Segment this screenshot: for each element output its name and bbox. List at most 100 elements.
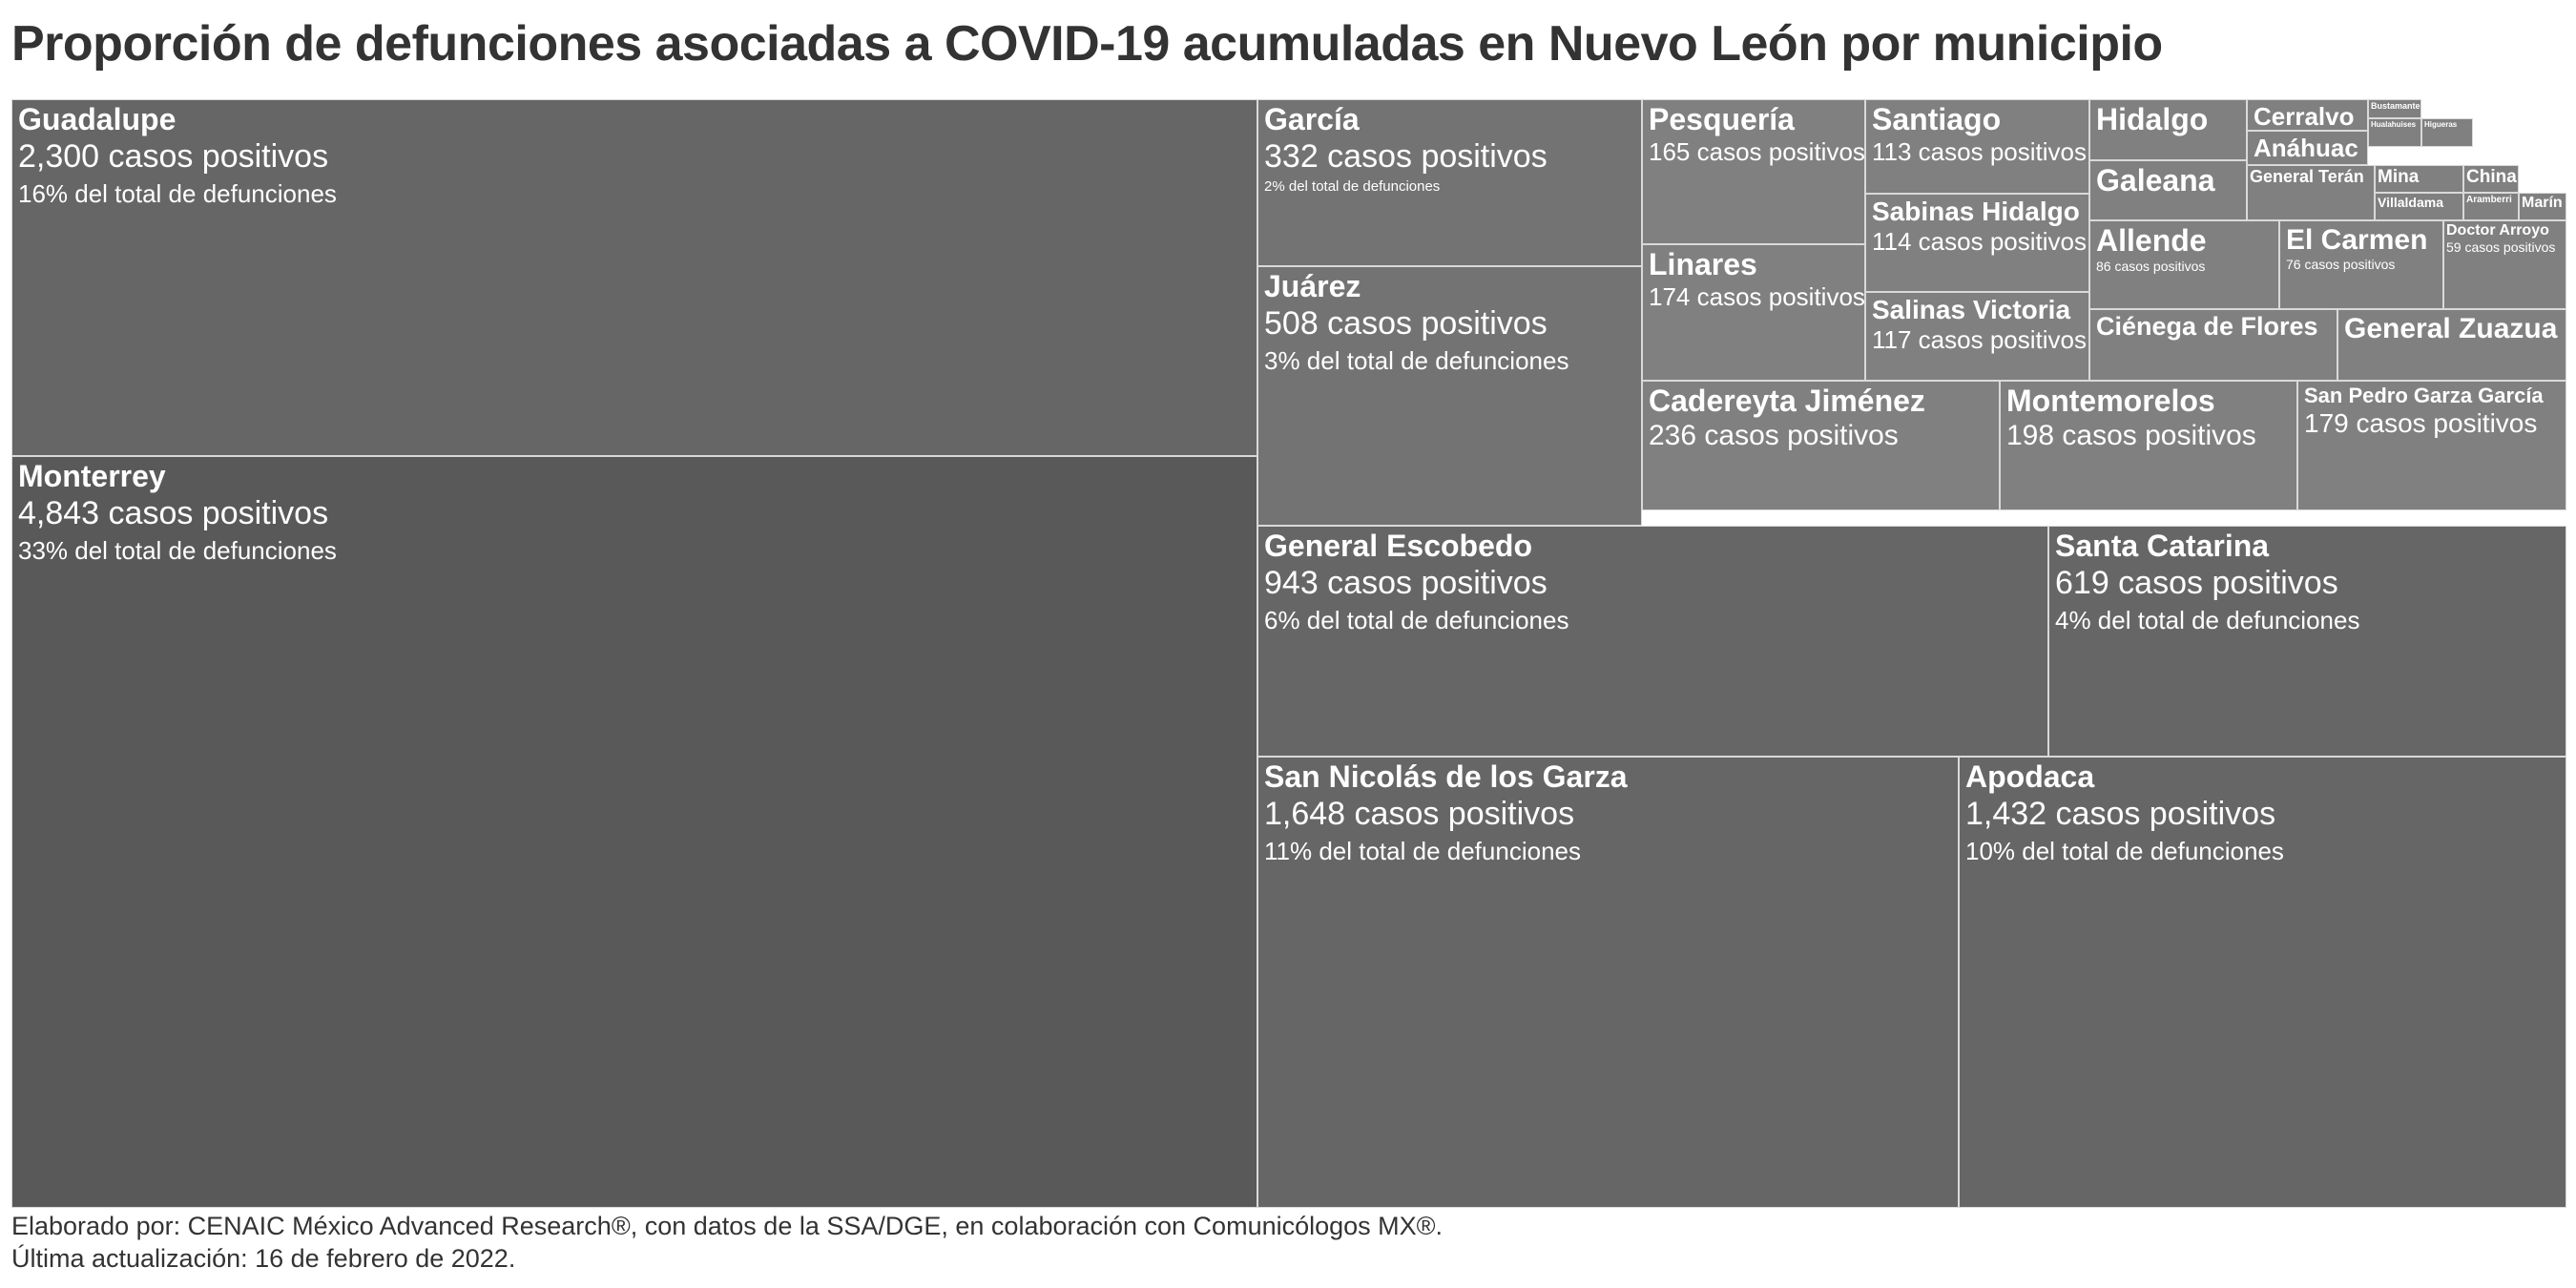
tile-cases: 1,648 casos positivos [1264, 796, 1575, 832]
tile-label: Salinas Victoria [1872, 295, 2071, 324]
tile-cases: 619 casos positivos [2055, 565, 2338, 601]
treemap-tile-general-escobedo: General Escobedo 943 casos positivos 6% de… [1257, 526, 2048, 757]
tile-label: Higueras [2424, 120, 2458, 129]
treemap-tile-montemorelos: Montemorelos 198 casos positivos [2000, 381, 2297, 510]
chart-footer: Elaborado por: CENAIC México Advanced Re… [11, 1210, 1443, 1275]
treemap-tile-salinas-victoria: Salinas Victoria 117 casos positivos [1865, 292, 2089, 381]
treemap-tile-anahuac: Anáhuac [2247, 131, 2368, 165]
treemap-tile-san-pedro-garza-garcia: San Pedro Garza García 179 casos positivo… [2297, 381, 2566, 510]
tile-label: Guadalupe [18, 102, 177, 136]
treemap-tile-mina: Mina [2375, 165, 2463, 193]
treemap-tile-cerralvo: Cerralvo [2247, 99, 2368, 131]
treemap-tile-juarez: Juárez 508 casos positivos 3% del total de… [1257, 266, 1642, 526]
treemap-tile-linares: Linares 174 casos positivos [1642, 244, 1865, 381]
tile-label: Hualahuises [2371, 120, 2417, 129]
tile-label: El Carmen [2286, 224, 2428, 256]
tile-cases: 508 casos positivos [1264, 305, 1548, 342]
tile-cases: 59 casos positivos [2446, 239, 2556, 255]
treemap-tile-galeana: Galeana [2089, 160, 2247, 220]
tile-label: San Pedro Garza García [2304, 384, 2544, 407]
tile-label: Linares [1649, 247, 1757, 281]
treemap-tile-general-zuazua: General Zuazua [2337, 309, 2566, 381]
tile-cases: 76 casos positivos [2286, 257, 2396, 272]
treemap-tile-hualahuises: Hualahuises [2368, 118, 2421, 147]
tile-label: Bustamante [2371, 101, 2420, 111]
tile-label: Allende [2096, 223, 2207, 258]
treemap-tile-general-teran: General Terán [2247, 165, 2375, 220]
treemap-tile-garcia: García 332 casos positivos 2% del total de… [1257, 99, 1642, 266]
treemap-tile-villaldama: Villaldama [2375, 193, 2463, 220]
treemap-tile-doctor-arroyo: Doctor Arroyo 59 casos positivos [2443, 220, 2566, 309]
tile-cases: 114 casos positivos [1872, 227, 2087, 256]
tile-percent: 6% del total de defunciones [1264, 606, 1569, 634]
tile-cases: 165 casos positivos [1649, 137, 1865, 166]
tile-label: Apodaca [1965, 759, 2095, 794]
treemap-tile-allende: Allende 86 casos positivos [2089, 220, 2279, 309]
tile-label: Anáhuac [2254, 134, 2358, 162]
treemap-tile-cienega-de-flores: Ciénega de Flores [2089, 309, 2337, 381]
tile-cases: 117 casos positivos [1872, 325, 2087, 354]
tile-percent: 4% del total de defunciones [2055, 606, 2360, 634]
tile-label: Cadereyta Jiménez [1649, 384, 1925, 418]
tile-cases: 113 casos positivos [1872, 137, 2087, 166]
tile-cases: 943 casos positivos [1264, 565, 1548, 601]
treemap-tile-cadereyta-jimenez: Cadereyta Jiménez 236 casos positivos [1642, 381, 2000, 510]
tile-label: General Escobedo [1264, 529, 1532, 563]
tile-cases: 236 casos positivos [1649, 420, 1899, 451]
tile-label: Mina [2378, 167, 2420, 187]
tile-label: General Zuazua [2344, 313, 2558, 344]
tile-label: Santiago [1872, 102, 2002, 136]
treemap-tile-apodaca: Apodaca 1,432 casos positivos 10% del tota… [1959, 757, 2566, 1208]
tile-cases: 1,432 casos positivos [1965, 796, 2276, 832]
treemap-tile-pesqueria: Pesquería 165 casos positivos [1642, 99, 1865, 244]
footer-update: Última actualización: 16 de febrero de 2… [11, 1244, 516, 1273]
tile-label: García [1264, 102, 1360, 136]
tile-cases: 179 casos positivos [2304, 408, 2538, 438]
treemap-tile-hidalgo: Hidalgo [2089, 99, 2247, 160]
tile-label: Galeana [2096, 163, 2215, 197]
tile-label: Santa Catarina [2055, 529, 2270, 563]
tile-label: Ciénega de Flores [2096, 312, 2318, 341]
tile-label: China [2466, 167, 2517, 187]
treemap-tile-sabinas-hidalgo: Sabinas Hidalgo 114 casos positivos [1865, 194, 2089, 292]
treemap-tile-aramberri: Aramberri [2463, 193, 2519, 220]
treemap-tile-guadalupe: Guadalupe 2,300 casos positivos 16% del to… [11, 99, 1257, 456]
tile-label: Villaldama [2378, 195, 2444, 210]
tile-cases: 2,300 casos positivos [18, 138, 329, 175]
tile-cases: 174 casos positivos [1649, 282, 1865, 311]
tile-percent: 3% del total de defunciones [1264, 346, 1569, 375]
treemap-tile-monterrey: Monterrey 4,843 casos positivos 33% del to… [11, 456, 1257, 1208]
tile-cases: 86 casos positivos [2096, 259, 2206, 274]
tile-percent: 10% del total de defunciones [1965, 837, 2284, 865]
tile-label: Montemorelos [2006, 384, 2215, 418]
treemap-tile-marin: Marín [2519, 193, 2566, 220]
treemap-tile-san-nicolas-de-los-garza: San Nicolás de los Garza 1,648 casos posi… [1257, 757, 1959, 1208]
treemap-tile-santiago: Santiago 113 casos positivos [1865, 99, 2089, 194]
tile-label: Cerralvo [2254, 102, 2355, 131]
treemap-tile-china: China [2463, 165, 2519, 193]
tile-percent: 16% del total de defunciones [18, 179, 337, 208]
tile-label: Aramberri [2466, 195, 2512, 205]
tile-label: Doctor Arroyo [2446, 222, 2549, 239]
tile-cases: 4,843 casos positivos [18, 495, 329, 531]
tile-label: Sabinas Hidalgo [1872, 197, 2080, 226]
tile-label: Pesquería [1649, 102, 1795, 136]
treemap-tile-bustamante: Bustamante [2368, 99, 2421, 118]
treemap: Guadalupe 2,300 casos positivos 16% del to… [11, 99, 2566, 1208]
tile-label: General Terán [2250, 167, 2364, 186]
footer-credit: Elaborado por: CENAIC México Advanced Re… [11, 1212, 1444, 1240]
tile-label: Juárez [1264, 269, 1361, 303]
tile-label: Hidalgo [2096, 102, 2209, 136]
treemap-tile-el-carmen: El Carmen 76 casos positivos [2279, 220, 2443, 309]
treemap-tile-santa-catarina: Santa Catarina 619 casos positivos 4% del … [2048, 526, 2566, 757]
tile-percent: 33% del total de defunciones [18, 536, 337, 565]
tile-percent: 2% del total de defunciones [1264, 178, 1441, 195]
tile-cases: 198 casos positivos [2006, 420, 2256, 451]
treemap-tile-higueras: Higueras [2421, 118, 2473, 147]
tile-percent: 11% del total de defunciones [1264, 837, 1581, 865]
chart-title: Proporción de defunciones asociadas a CO… [11, 16, 2163, 72]
tile-cases: 332 casos positivos [1264, 138, 1548, 175]
tile-label: Monterrey [18, 459, 166, 493]
tile-label: Marín [2522, 195, 2563, 211]
tile-label: San Nicolás de los Garza [1264, 759, 1628, 794]
